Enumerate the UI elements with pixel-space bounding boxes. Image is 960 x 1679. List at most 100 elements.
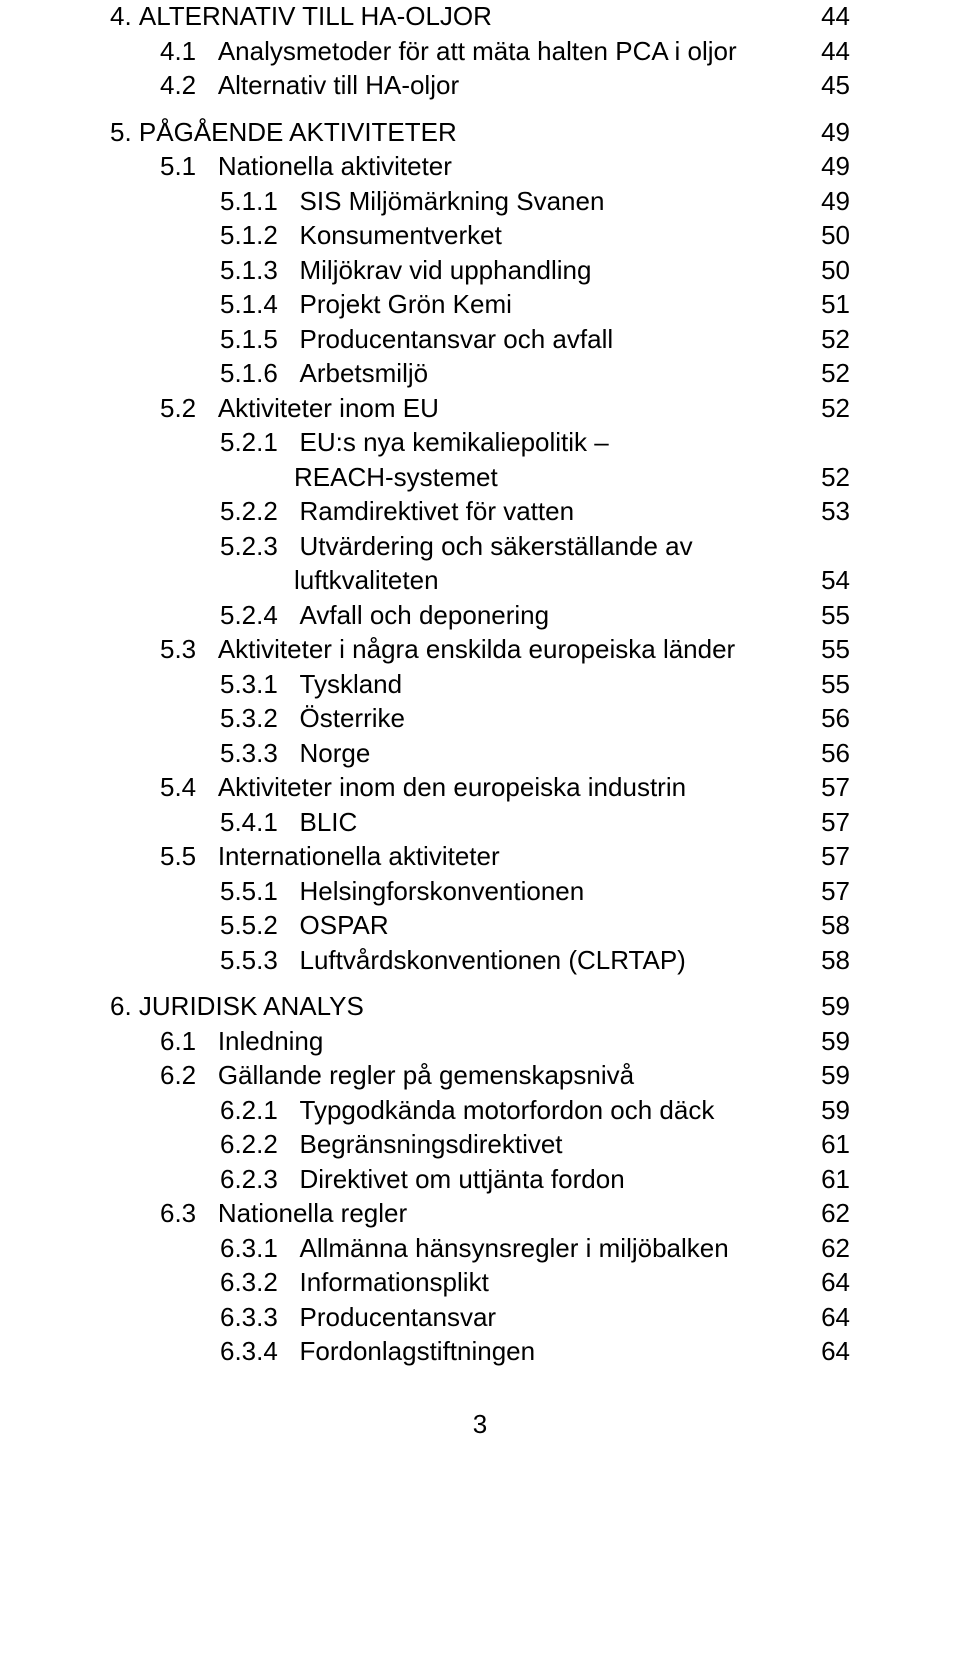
toc-entry-page: 49 (806, 150, 850, 183)
toc-entry: 6.1 Inledning59 (110, 1025, 850, 1058)
page-number: 3 (110, 1408, 850, 1441)
toc-entry-text: 5. PÅGÅENDE AKTIVITETER (110, 116, 806, 149)
toc-entry: 5.1.1 SIS Miljömärkning Svanen49 (110, 185, 850, 218)
toc-entry-text: 6.3.3 Producentansvar (220, 1301, 806, 1334)
toc-entry-page: 45 (806, 69, 850, 102)
toc-entry-page: 52 (806, 461, 850, 494)
toc-entry-text: 6.3.4 Fordonlagstiftningen (220, 1335, 806, 1368)
toc-entry-text: 6.2 Gällande regler på gemenskapsnivå (160, 1059, 806, 1092)
toc-entry-text: 6.3 Nationella regler (160, 1197, 806, 1230)
toc-entry-page: 64 (806, 1301, 850, 1334)
toc-entry: 5.3.1 Tyskland55 (110, 668, 850, 701)
toc-entry-page: 49 (806, 185, 850, 218)
toc-entry-text: 6.2.3 Direktivet om uttjänta fordon (220, 1163, 806, 1196)
toc-entry: luftkvaliteten54 (110, 564, 850, 597)
toc-entry: 5.1.5 Producentansvar och avfall52 (110, 323, 850, 356)
toc-entry-text: 5.3.2 Österrike (220, 702, 806, 735)
toc-entry-text: 5.5.1 Helsingforskonventionen (220, 875, 806, 908)
toc-entry: 5.1.6 Arbetsmiljö52 (110, 357, 850, 390)
toc-entry: 5. PÅGÅENDE AKTIVITETER49 (110, 116, 850, 149)
toc-entry-text: 5.3 Aktiviteter i några enskilda europei… (160, 633, 806, 666)
toc-entry-page: 56 (806, 702, 850, 735)
toc-entry: 5.4.1 BLIC57 (110, 806, 850, 839)
toc-entry: 5.2.2 Ramdirektivet för vatten53 (110, 495, 850, 528)
toc-entry-text: luftkvaliteten (220, 564, 806, 597)
toc-entry-page: 51 (806, 288, 850, 321)
toc-entry: 5.3.3 Norge56 (110, 737, 850, 770)
toc-entry-page: 59 (806, 1059, 850, 1092)
toc-entry: 4.2 Alternativ till HA-oljor45 (110, 69, 850, 102)
toc-entry: 5.5 Internationella aktiviteter57 (110, 840, 850, 873)
toc-entry-text: 5.2.1 EU:s nya kemikaliepolitik – (220, 426, 806, 459)
toc-entry-page: 59 (806, 990, 850, 1023)
toc-entry: 5.5.2 OSPAR58 (110, 909, 850, 942)
toc-entry-page: 57 (806, 840, 850, 873)
toc-entry-text: 5.1.5 Producentansvar och avfall (220, 323, 806, 356)
toc-entry: 5.3.2 Österrike56 (110, 702, 850, 735)
toc-entry: 6.3.1 Allmänna hänsynsregler i miljöbalk… (110, 1232, 850, 1265)
toc-entry-page: 64 (806, 1266, 850, 1299)
toc-entry-text: 5.2.3 Utvärdering och säkerställande av (220, 530, 806, 563)
toc-entry-text: 5.2 Aktiviteter inom EU (160, 392, 806, 425)
toc-entry: 5.2.3 Utvärdering och säkerställande av (110, 530, 850, 563)
toc-entry-text: 5.1.6 Arbetsmiljö (220, 357, 806, 390)
toc-entry-text: 5.4.1 BLIC (220, 806, 806, 839)
toc-entry-text: 5.1.3 Miljökrav vid upphandling (220, 254, 806, 287)
toc-entry-text: 4.1 Analysmetoder för att mäta halten PC… (160, 35, 806, 68)
toc-entry-page: 52 (806, 392, 850, 425)
toc-entry-text: 5.2.2 Ramdirektivet för vatten (220, 495, 806, 528)
toc-entry-page: 57 (806, 875, 850, 908)
toc-entry-page: 57 (806, 806, 850, 839)
toc-entry: 5.1.3 Miljökrav vid upphandling50 (110, 254, 850, 287)
toc-entry: 5.2.1 EU:s nya kemikaliepolitik – (110, 426, 850, 459)
toc-entry-page: 50 (806, 254, 850, 287)
toc-entry: 6.2 Gällande regler på gemenskapsnivå59 (110, 1059, 850, 1092)
toc-entry-text: 5.1.4 Projekt Grön Kemi (220, 288, 806, 321)
toc-entry: 6.2.3 Direktivet om uttjänta fordon61 (110, 1163, 850, 1196)
toc-entry: 5.4 Aktiviteter inom den europeiska indu… (110, 771, 850, 804)
toc-entry-text: 5.3.1 Tyskland (220, 668, 806, 701)
toc-entry-page: 55 (806, 599, 850, 632)
toc-entry-text: REACH-systemet (220, 461, 806, 494)
toc-entry: 6.2.1 Typgodkända motorfordon och däck59 (110, 1094, 850, 1127)
toc-entry: 6.3 Nationella regler62 (110, 1197, 850, 1230)
toc-entry-page: 54 (806, 564, 850, 597)
toc-entry-text: 6.2.2 Begränsningsdirektivet (220, 1128, 806, 1161)
toc-entry-text: 6.2.1 Typgodkända motorfordon och däck (220, 1094, 806, 1127)
toc-entry-text: 5.3.3 Norge (220, 737, 806, 770)
toc-entry: 5.3 Aktiviteter i några enskilda europei… (110, 633, 850, 666)
toc-entry-page: 53 (806, 495, 850, 528)
toc-entry: 6.2.2 Begränsningsdirektivet61 (110, 1128, 850, 1161)
toc-entry: 6.3.3 Producentansvar64 (110, 1301, 850, 1334)
toc-entry: 6.3.2 Informationsplikt64 (110, 1266, 850, 1299)
toc-entry: 4.1 Analysmetoder för att mäta halten PC… (110, 35, 850, 68)
table-of-contents: 4. ALTERNATIV TILL HA-OLJOR444.1 Analysm… (110, 0, 850, 1368)
toc-entry: 5.1.4 Projekt Grön Kemi51 (110, 288, 850, 321)
toc-entry: 5.1 Nationella aktiviteter49 (110, 150, 850, 183)
toc-entry-page: 55 (806, 668, 850, 701)
toc-entry-page: 55 (806, 633, 850, 666)
toc-entry: REACH-systemet52 (110, 461, 850, 494)
toc-entry: 6.3.4 Fordonlagstiftningen64 (110, 1335, 850, 1368)
toc-entry-page: 44 (806, 0, 850, 33)
toc-entry-page: 52 (806, 357, 850, 390)
toc-entry-text: 6.1 Inledning (160, 1025, 806, 1058)
toc-entry: 5.5.3 Luftvårdskonventionen (CLRTAP)58 (110, 944, 850, 977)
toc-entry-page: 49 (806, 116, 850, 149)
toc-entry-page: 61 (806, 1163, 850, 1196)
toc-entry-text: 4. ALTERNATIV TILL HA-OLJOR (110, 0, 806, 33)
toc-entry: 6. JURIDISK ANALYS59 (110, 990, 850, 1023)
toc-entry-page: 50 (806, 219, 850, 252)
toc-entry-text: 5.5.3 Luftvårdskonventionen (CLRTAP) (220, 944, 806, 977)
toc-entry-page: 52 (806, 323, 850, 356)
toc-entry: 5.2 Aktiviteter inom EU52 (110, 392, 850, 425)
toc-entry-text: 6.3.1 Allmänna hänsynsregler i miljöbalk… (220, 1232, 806, 1265)
toc-entry-text: 5.4 Aktiviteter inom den europeiska indu… (160, 771, 806, 804)
toc-entry: 5.2.4 Avfall och deponering55 (110, 599, 850, 632)
toc-entry-text: 5.5.2 OSPAR (220, 909, 806, 942)
toc-entry-page: 44 (806, 35, 850, 68)
toc-entry-text: 5.1 Nationella aktiviteter (160, 150, 806, 183)
toc-entry-text: 4.2 Alternativ till HA-oljor (160, 69, 806, 102)
toc-entry-page: 58 (806, 944, 850, 977)
toc-entry-page: 56 (806, 737, 850, 770)
